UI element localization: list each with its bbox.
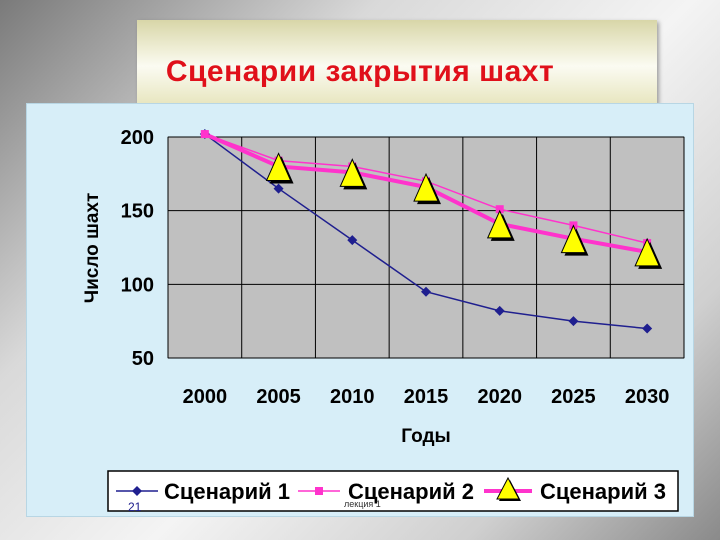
series-3-point: [634, 237, 660, 267]
series-3-point: [265, 152, 292, 181]
legend-box: [107, 470, 679, 512]
series-3-point: [339, 158, 366, 187]
series-1-point: [642, 323, 653, 334]
y-tick-labels: 50 100 150 200: [121, 127, 154, 370]
slide-title: Сценарии закрытия шахт: [165, 55, 555, 88]
y-tick-label: 200: [121, 127, 154, 149]
series-1-point: [347, 235, 358, 246]
legend-label: Сценарий 3: [540, 479, 666, 504]
series-1-point: [273, 183, 284, 194]
title-box: [137, 20, 657, 104]
legend-label: Сценарий 2: [348, 479, 474, 504]
x-tick-label: 2020: [477, 386, 522, 408]
x-tick-labels: 2000 2005 2010 2015 2020 2025 2030: [183, 386, 670, 408]
footer-text: лекция 1: [344, 499, 381, 509]
x-tick-label: 2005: [256, 386, 301, 408]
x-tick-label: 2015: [404, 386, 449, 408]
legend-marker: [315, 487, 323, 495]
y-tick-label: 50: [132, 348, 154, 370]
series-1-point: [421, 286, 431, 297]
legend-label: Сценарий 1: [164, 479, 290, 504]
legend-marker: [496, 476, 520, 500]
x-tick-label: 2030: [625, 386, 670, 408]
series-3-point: [486, 209, 513, 239]
x-tick-label: 2000: [183, 386, 228, 408]
slide-number: 21: [128, 500, 142, 514]
y-tick-label: 150: [121, 201, 154, 223]
y-axis-title: Число шахт: [82, 193, 103, 304]
x-tick-label: 2025: [551, 386, 596, 408]
series-3-point: [413, 172, 439, 202]
series-1-point: [494, 305, 505, 316]
legend: Сценарий 1 Сценарий 2 Сценарий 3: [107, 470, 679, 512]
series-1-point: [568, 316, 579, 327]
y-tick-label: 100: [121, 274, 154, 296]
series-group: [199, 129, 663, 334]
x-axis-title: Годы: [401, 426, 450, 447]
series-2-point: [495, 205, 504, 214]
x-tick-label: 2010: [330, 386, 375, 408]
series-3-point: [560, 224, 587, 254]
legend-marker: [132, 486, 142, 496]
series-2-point: [200, 130, 209, 139]
